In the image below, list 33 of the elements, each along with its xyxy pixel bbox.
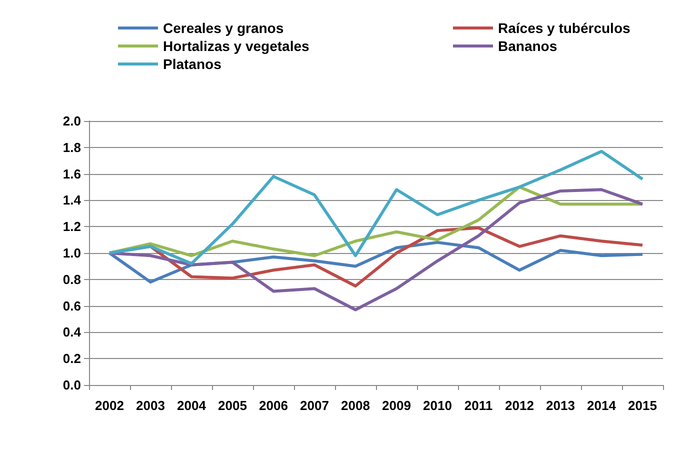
y-tick-label: 0.4 bbox=[62, 324, 82, 340]
x-tick-label: 2002 bbox=[95, 398, 124, 413]
x-tick-label: 2012 bbox=[505, 398, 534, 413]
legend-label: Platanos bbox=[163, 56, 222, 72]
x-tick-label: 2013 bbox=[546, 398, 575, 413]
line-series bbox=[108, 188, 644, 312]
x-tick-label: 2010 bbox=[423, 398, 452, 413]
y-tick-label: 0.6 bbox=[62, 298, 81, 314]
legend-label: Hortalizas y vegetales bbox=[163, 38, 310, 54]
legend-label: Bananos bbox=[498, 38, 558, 54]
y-tick-label: 0.2 bbox=[62, 351, 81, 366]
y-tick-label: 0.0 bbox=[62, 378, 81, 392]
x-tick-label: 2011 bbox=[464, 398, 493, 413]
y-tick-label: 2.0 bbox=[62, 114, 81, 128]
y-tick-label: 0.8 bbox=[62, 272, 81, 287]
x-tick-label: 2007 bbox=[300, 398, 329, 413]
y-tick-label: 1.2 bbox=[62, 219, 81, 234]
line-series bbox=[108, 150, 644, 266]
line-series bbox=[108, 186, 644, 258]
x-tick-label: 2009 bbox=[382, 398, 411, 413]
y-tick-label: 1.0 bbox=[62, 246, 81, 260]
legend-label: Raíces y tubérculos bbox=[498, 20, 630, 36]
x-tick-label: 2006 bbox=[259, 398, 288, 413]
x-tick-label: 2014 bbox=[587, 398, 617, 413]
x-tick-label: 2015 bbox=[628, 398, 657, 413]
x-tick-label: 2008 bbox=[341, 398, 370, 413]
x-tick-label: 2005 bbox=[218, 398, 247, 413]
y-tick-label: 1.8 bbox=[62, 140, 81, 155]
x-tick-label: 2003 bbox=[136, 398, 165, 413]
legend-label: Cereales y granos bbox=[163, 20, 284, 36]
y-tick-label: 1.6 bbox=[62, 166, 81, 182]
y-tick-label: 1.4 bbox=[62, 192, 82, 208]
x-tick-label: 2004 bbox=[177, 398, 207, 413]
